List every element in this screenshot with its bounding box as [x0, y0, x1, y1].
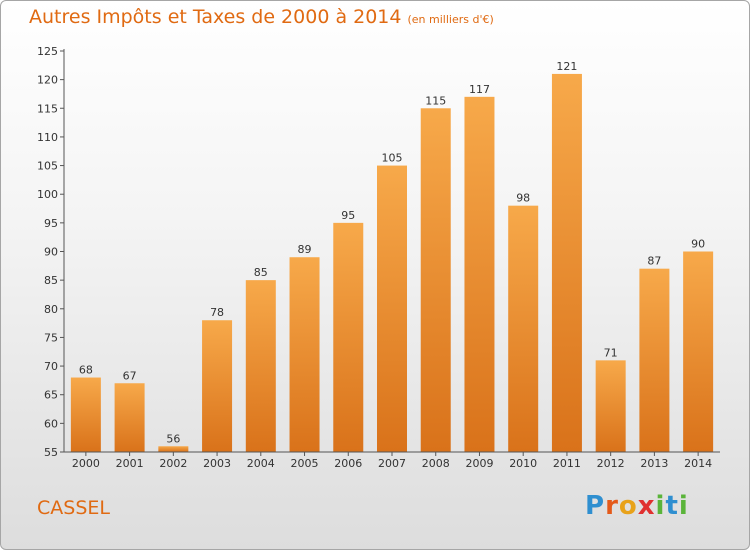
x-tick-label-2007: 2007 [378, 457, 406, 470]
y-axis: 55 60 65 70 75 80 85 90 95 100 105 110 115 120 125 [37, 45, 65, 459]
y-tick-label: 95 [44, 217, 58, 230]
value-label-2005: 89 [298, 243, 312, 256]
x-tick-label-2009: 2009 [465, 457, 493, 470]
x-tick-label-2003: 2003 [203, 457, 231, 470]
logo-letter: i [655, 491, 666, 521]
logo-letter: o [618, 491, 638, 521]
value-label-2007: 105 [382, 152, 403, 165]
value-label-2001: 67 [123, 369, 137, 382]
y-tick-label: 125 [37, 45, 58, 58]
bar-2012 [595, 360, 626, 452]
bar-2010 [508, 205, 539, 452]
logo-letter: P [585, 491, 606, 521]
x-tick-label-2000: 2000 [72, 457, 100, 470]
x-tick-label-2008: 2008 [422, 457, 450, 470]
x-tick-label-2005: 2005 [291, 457, 319, 470]
x-tick-label-2002: 2002 [159, 457, 187, 470]
y-tick-label: 80 [44, 303, 58, 316]
y-tick-label: 105 [37, 160, 58, 173]
logo-letter: r [605, 491, 619, 521]
x-tick-label-2014: 2014 [684, 457, 712, 470]
value-label-2009: 117 [469, 83, 490, 96]
bar-2000 [70, 377, 101, 452]
y-tick-label: 70 [44, 360, 58, 373]
value-label-2004: 85 [254, 266, 268, 279]
bars: 68 67 56 78 85 89 95 105 115 117 98 121 71 87 90 [70, 60, 714, 453]
y-tick-label: 100 [37, 188, 58, 201]
value-label-2012: 71 [604, 346, 618, 359]
place-name: CASSEL [37, 497, 110, 519]
value-label-2002: 56 [166, 432, 180, 445]
bar-2003 [202, 320, 233, 452]
chart-title: Autres Impôts et Taxes de 2000 à 2014 (en… [29, 6, 494, 28]
y-tick-label: 65 [44, 389, 58, 402]
bar-2009 [464, 96, 495, 452]
y-tick-label: 90 [44, 246, 58, 259]
value-label-2008: 115 [425, 94, 446, 107]
y-tick-label: 115 [37, 102, 58, 115]
value-label-2006: 95 [341, 209, 355, 222]
value-label-2003: 78 [210, 306, 224, 319]
value-label-2011: 121 [556, 60, 577, 73]
x-tick-label-2011: 2011 [553, 457, 581, 470]
bar-2007 [377, 165, 407, 453]
bar-2006 [333, 222, 364, 452]
x-axis: 2000 2001 2002 2003 2004 2005 2006 2007 2008 2009… [64, 451, 720, 470]
value-label-2010: 98 [516, 192, 530, 205]
x-tick-label-2010: 2010 [509, 457, 537, 470]
x-tick-label-2006: 2006 [334, 457, 362, 470]
x-tick-label-2001: 2001 [116, 457, 144, 470]
logo-letter: i [678, 491, 689, 521]
bar-2002 [158, 446, 189, 452]
y-tick-label: 60 [44, 417, 58, 430]
value-label-2000: 68 [79, 364, 93, 377]
logo-letter: t [665, 491, 679, 521]
proxiti-logo: Proxiti [585, 491, 689, 521]
bar-2013 [639, 268, 670, 452]
bar-2005 [289, 257, 320, 452]
y-tick-label: 75 [44, 331, 58, 344]
x-tick-label-2012: 2012 [597, 457, 625, 470]
x-tick-label-2013: 2013 [640, 457, 668, 470]
value-label-2013: 87 [647, 255, 661, 268]
y-tick-label: 55 [44, 446, 58, 459]
bar-2008 [420, 108, 451, 453]
y-tick-label: 120 [37, 74, 58, 87]
bar-2014 [683, 251, 714, 452]
x-tick-label-2004: 2004 [247, 457, 275, 470]
chart-subtitle: (en milliers d'€) [407, 13, 494, 26]
chart-title-text: Autres Impôts et Taxes de 2000 à 2014 [29, 6, 402, 28]
bar-2011 [551, 73, 582, 453]
y-tick-label: 85 [44, 274, 58, 287]
bar-2001 [114, 383, 145, 452]
logo-letter: x [637, 491, 656, 521]
value-label-2014: 90 [691, 238, 705, 251]
bar-2004 [245, 280, 276, 452]
y-tick-label: 110 [37, 131, 58, 144]
